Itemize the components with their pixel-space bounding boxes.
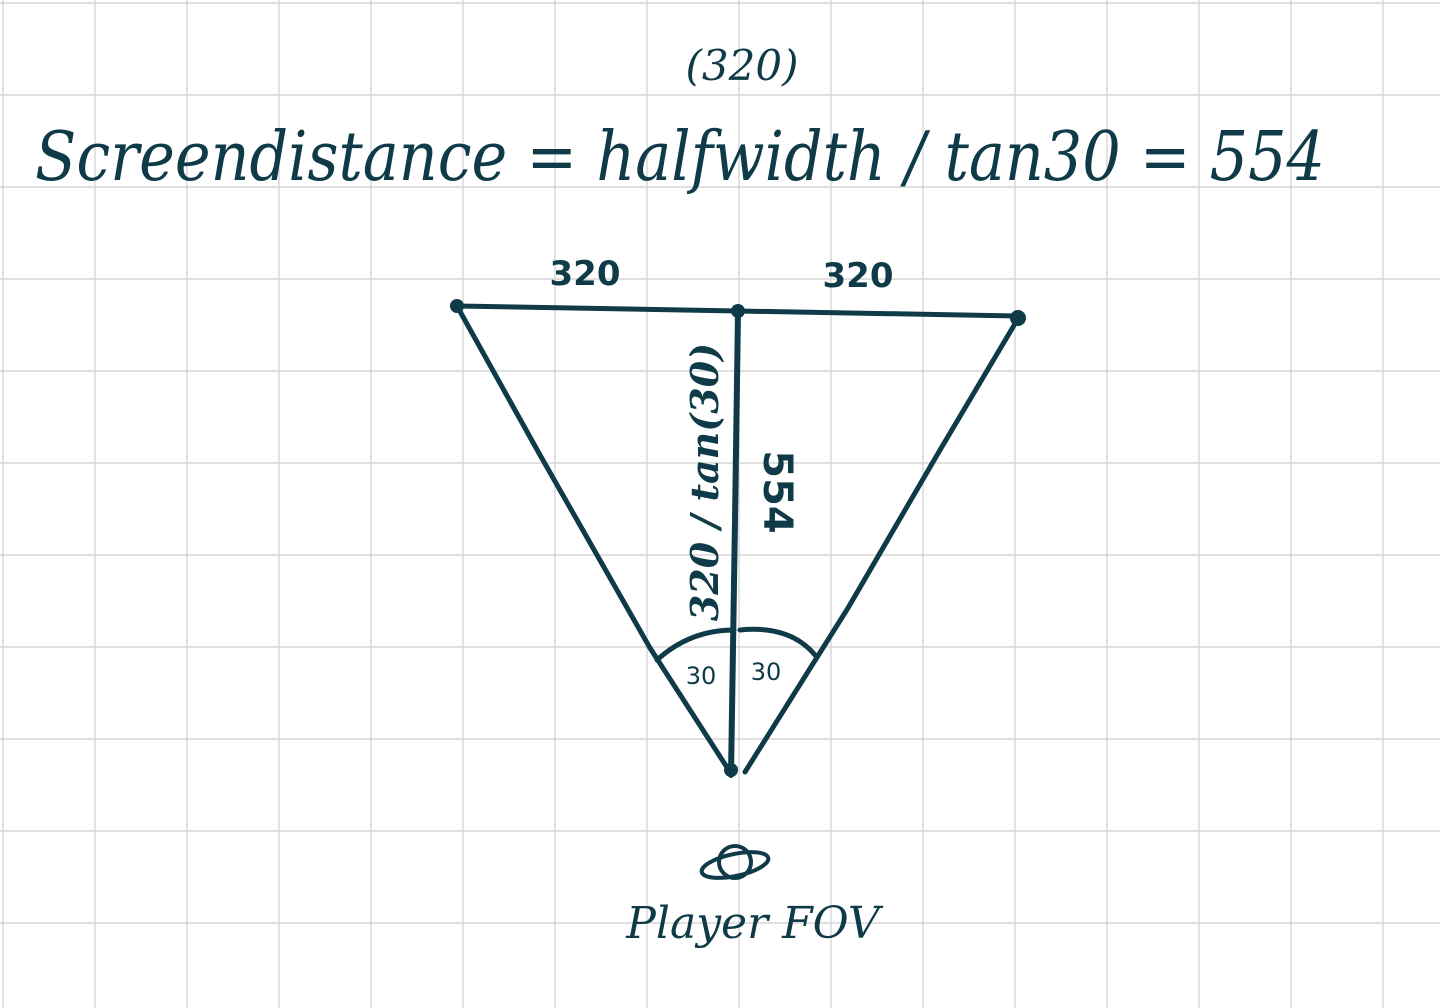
label-angle-left: 30 [686, 662, 717, 690]
angle-arc-left [654, 627, 737, 663]
player-point [724, 763, 738, 777]
left-ray [454, 303, 733, 775]
screen-right-point [1010, 310, 1026, 326]
formula-title: Screendistance = halfwidth / tan30 = 554 [35, 118, 1325, 197]
label-right-half: 320 [823, 256, 894, 296]
label-player: Player FOV [625, 898, 884, 949]
planet-icon [699, 844, 771, 880]
fov-triangle [450, 299, 1026, 778]
right-ray [742, 319, 1019, 775]
formula-note: (320) [686, 41, 799, 90]
label-vertical-value: 554 [754, 450, 800, 534]
screen-left-point [450, 299, 464, 313]
label-angle-right: 30 [751, 658, 782, 686]
label-vertical-formula: 320 / tan(30) [682, 343, 727, 621]
angle-arc-right [737, 626, 818, 658]
label-left-half: 320 [550, 254, 621, 294]
screen-center-point [731, 304, 745, 318]
center-line [728, 309, 741, 778]
